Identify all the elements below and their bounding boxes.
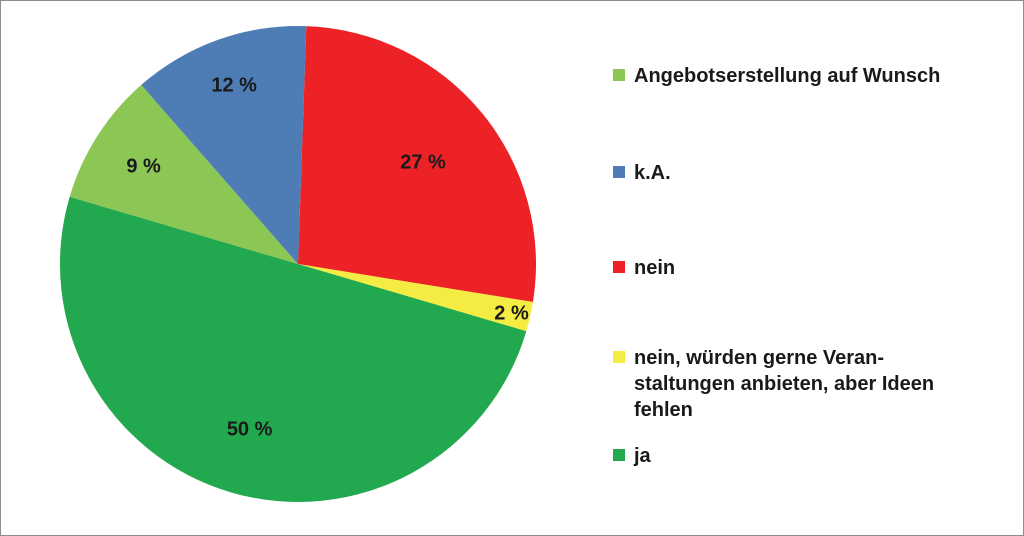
legend-swatch <box>613 69 625 81</box>
slice-data-label-2: 2 % <box>494 303 529 325</box>
legend-swatch <box>613 166 625 178</box>
slice-data-label-1: 27 % <box>400 151 446 173</box>
slice-data-label-5: 12 % <box>211 75 257 97</box>
legend-label: k.A. <box>634 162 671 184</box>
legend-label: nein, würden gerne Veran- staltungen anb… <box>634 347 935 421</box>
legend-item-5: ja <box>613 443 651 469</box>
slice-data-label-3: 50 % <box>227 418 273 440</box>
legend-label: nein <box>634 257 676 279</box>
pie-slice-3 <box>60 196 527 503</box>
legend-label: ja <box>634 445 651 467</box>
pie-slice-2 <box>298 264 533 332</box>
legend-swatch <box>613 351 625 363</box>
pie-slice-1 <box>298 26 536 303</box>
legend-swatch <box>613 261 625 273</box>
legend-label: Angebotserstellung auf Wunsch <box>634 65 941 87</box>
legend-item-4: nein, würden gerne Veran- staltungen anb… <box>613 345 934 423</box>
legend-swatch <box>613 449 625 461</box>
slice-data-label-4: 9 % <box>126 155 161 177</box>
pie-slice-5 <box>141 26 307 264</box>
legend-item-1: Angebotserstellung auf Wunsch <box>613 63 940 89</box>
pie-slice-4 <box>69 84 298 264</box>
legend-item-2: k.A. <box>613 160 671 186</box>
legend-item-3: nein <box>613 255 675 281</box>
